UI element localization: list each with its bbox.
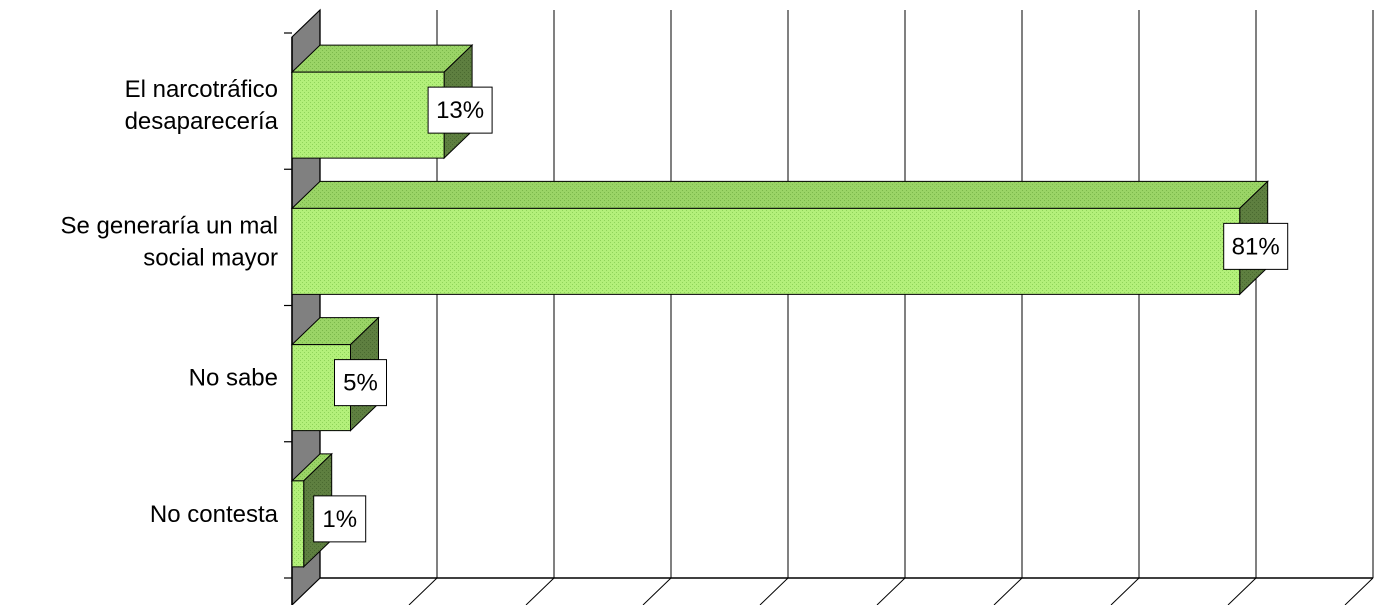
data-label-text: 1% — [322, 506, 357, 533]
bar-front — [291, 207, 1241, 295]
data-labels: 13% 81% 5% 1% — [313, 86, 1289, 543]
category-label: social mayor — [143, 244, 278, 271]
floor-gridline — [525, 577, 555, 605]
floor-gridline — [642, 577, 672, 605]
category-label: desaparecería — [125, 108, 279, 135]
floor-gridline — [1110, 577, 1140, 605]
data-label-box — [313, 495, 367, 543]
bars — [290, 43, 1269, 569]
category-labels: El narcotráfico desaparecería Se generaría… — [61, 76, 279, 528]
bar — [290, 180, 1269, 296]
data-label: 1% — [313, 495, 367, 543]
floor-gridline — [759, 577, 789, 605]
bar-front — [291, 71, 445, 159]
bar-top — [290, 180, 1269, 209]
floor-gridline — [993, 577, 1023, 605]
bar-front — [291, 480, 305, 568]
data-label-box — [334, 359, 387, 407]
floor-gridline — [876, 577, 906, 605]
category-label: No contesta — [150, 501, 279, 528]
bar-top — [290, 44, 474, 73]
gridlines — [408, 10, 1374, 605]
data-label-text: 13% — [436, 97, 484, 124]
category-label: No sabe — [189, 365, 278, 392]
data-label: 81% — [1223, 222, 1289, 270]
category-label: Se generaría un mal — [61, 212, 278, 239]
data-label-text: 81% — [1232, 233, 1280, 260]
data-label: 13% — [427, 86, 493, 134]
floor-gridline — [408, 577, 438, 605]
category-label: El narcotráfico — [125, 76, 278, 103]
bar — [290, 43, 474, 160]
data-label-box — [427, 86, 493, 134]
data-label-box — [1223, 222, 1289, 270]
data-label: 5% — [334, 359, 387, 407]
data-label-text: 5% — [343, 370, 378, 397]
floor-gridline — [1227, 577, 1257, 605]
floor-gridline — [1344, 577, 1374, 605]
